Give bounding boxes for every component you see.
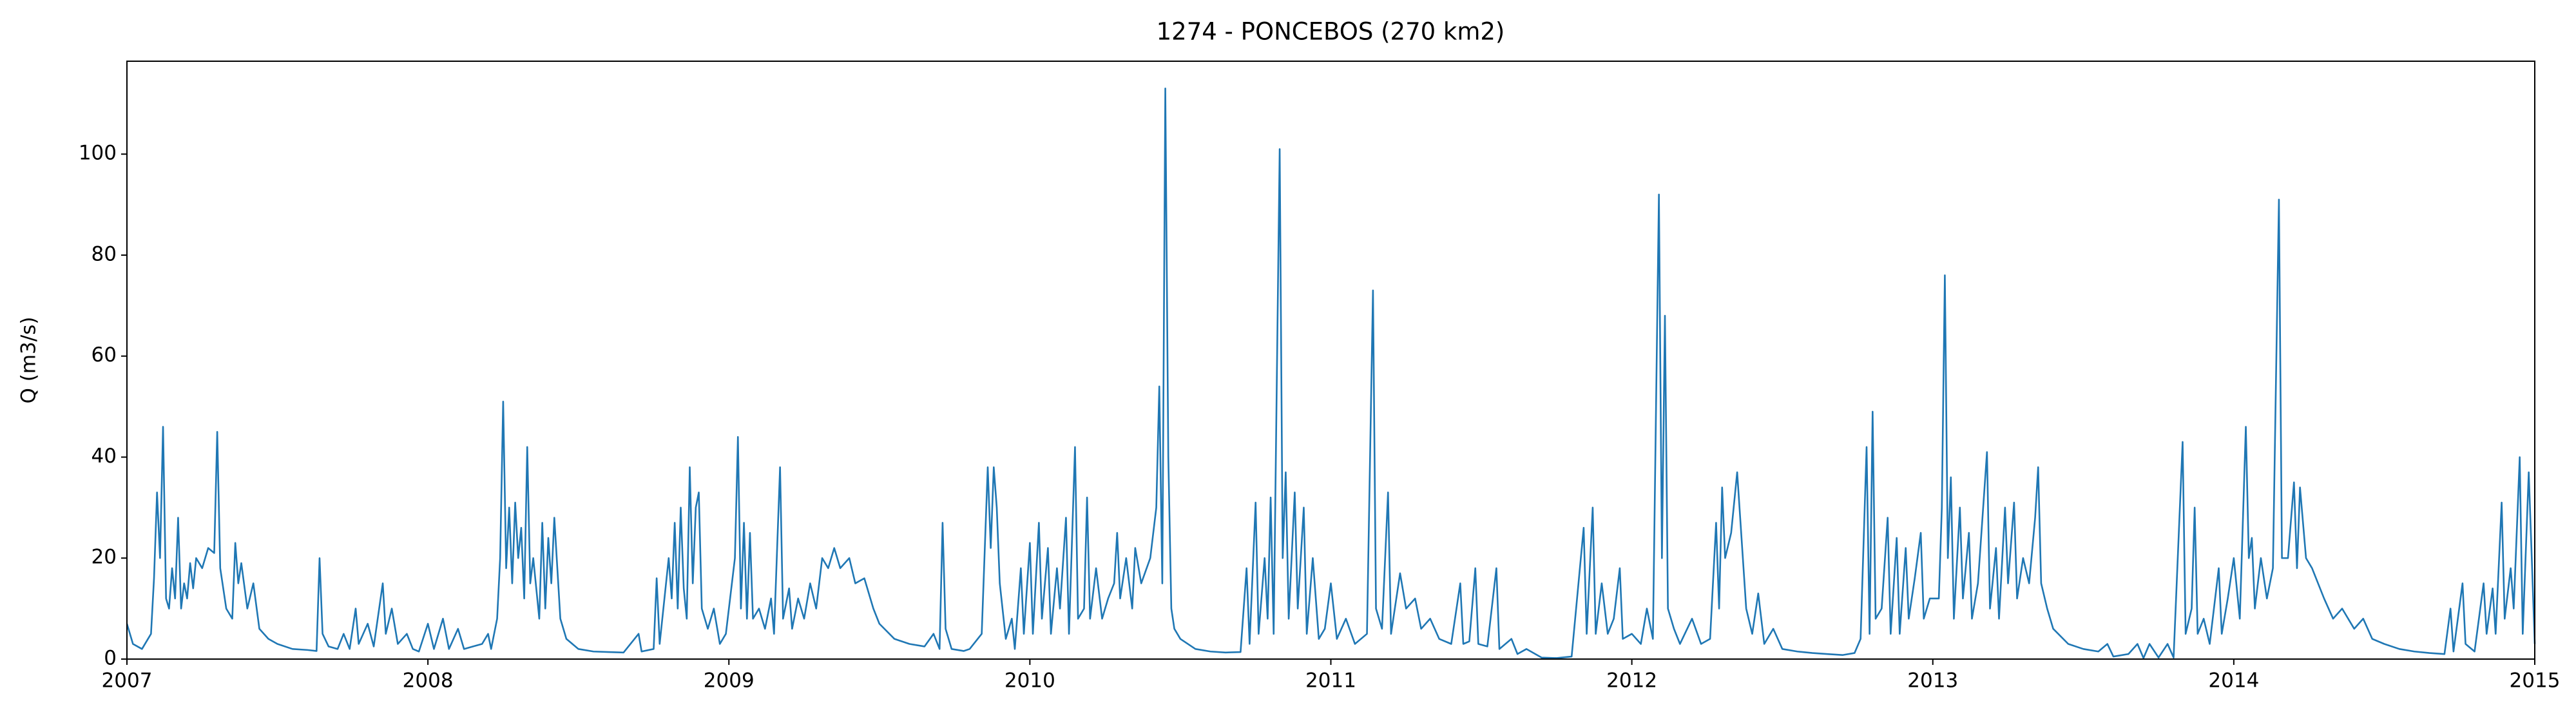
y-tick-label: 0 bbox=[104, 647, 117, 670]
x-tick-label: 2009 bbox=[704, 669, 755, 693]
x-tick-label: 2008 bbox=[403, 669, 454, 693]
flow-line bbox=[126, 88, 2536, 659]
y-axis-label: Q (m3/s) bbox=[17, 317, 41, 404]
y-tick-label: 80 bbox=[91, 242, 117, 265]
x-tick-label: 2014 bbox=[2208, 669, 2259, 693]
x-tick-label: 2013 bbox=[1907, 669, 1958, 693]
y-tick-label: 100 bbox=[79, 142, 117, 165]
plot-frame bbox=[126, 61, 2535, 660]
y-tick-label: 20 bbox=[91, 546, 117, 569]
x-tick-label: 2007 bbox=[102, 669, 153, 693]
y-tick-label: 60 bbox=[91, 343, 117, 367]
y-tick-label: 40 bbox=[91, 445, 117, 468]
x-tick-label: 2010 bbox=[1004, 669, 1055, 693]
x-tick-label: 2011 bbox=[1305, 669, 1356, 693]
x-tick-label: 2012 bbox=[1606, 669, 1657, 693]
x-tick-label: 2015 bbox=[2510, 669, 2561, 693]
chart-title: 1274 - PONCEBOS (270 km2) bbox=[1157, 18, 1505, 46]
